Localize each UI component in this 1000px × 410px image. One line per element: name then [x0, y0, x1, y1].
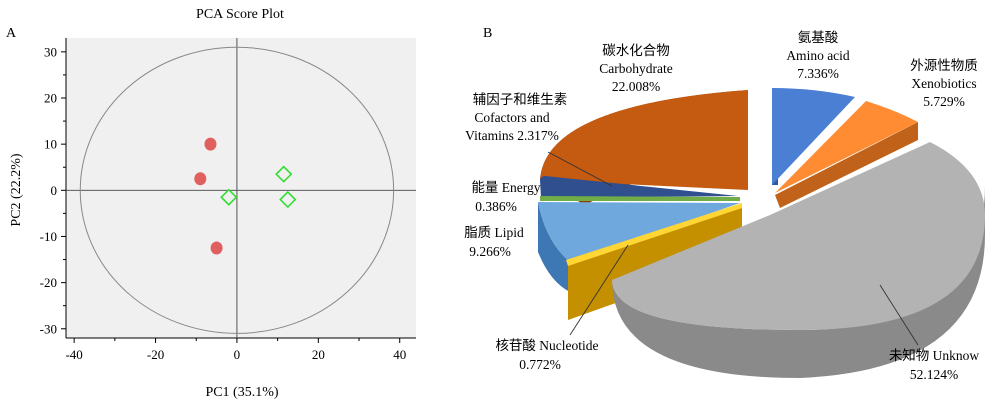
pca-title: PCA Score Plot — [196, 7, 284, 22]
panel-label-b: B — [483, 26, 492, 41]
pie-slice-xenobiotics — [775, 101, 918, 193]
x-tick-label: -20 — [147, 347, 164, 362]
y-tick-label: 30 — [44, 44, 57, 59]
pie-panel: B — [464, 26, 985, 382]
pie-slice-energy — [540, 196, 740, 201]
pca-point-circle — [194, 172, 207, 186]
pie-slice-unknown — [612, 142, 985, 330]
x-tick-label: 0 — [234, 347, 241, 362]
pca-plot-area — [66, 38, 416, 338]
pie-labels: 碳水化合物 Carbohydrate 22.008% 氨基酸 Amino aci… — [464, 29, 979, 382]
pca-ylabel: PC2 (22.2%) — [9, 153, 24, 226]
pie-leader-lines — [547, 151, 919, 346]
x-tick-label: 40 — [393, 347, 406, 362]
label-cofactors-cn: 辅因子和维生素 — [473, 92, 568, 107]
label-cofactors-en: Cofactors and — [474, 110, 550, 125]
label-lipid: 脂质 Lipid — [464, 225, 524, 240]
label-carbohydrate-pct: 22.008% — [612, 79, 660, 94]
pca-point-diamond — [220, 188, 238, 206]
label-lipid-pct: 9.266% — [469, 244, 511, 259]
label-carbohydrate-en: Carbohydrate — [599, 61, 672, 76]
label-xenobiotics-en: Xenobiotics — [911, 76, 976, 91]
pca-point-diamond — [279, 190, 297, 209]
label-unknown-pct: 52.124% — [910, 367, 958, 382]
pca-point-circle — [204, 137, 217, 151]
confidence-ellipse — [79, 46, 395, 334]
y-tick-label: 20 — [44, 91, 57, 106]
y-tick-label: -30 — [40, 321, 57, 336]
pie-slice-nucleotide — [566, 203, 742, 266]
pca-point-circle — [210, 241, 223, 255]
panel-label-a: A — [6, 26, 17, 41]
y-tick-label: -10 — [40, 229, 57, 244]
label-carbohydrate-cn: 碳水化合物 — [602, 43, 670, 58]
label-xenobiotics-pct: 5.729% — [923, 94, 965, 109]
label-nucleotide: 核苷酸 Nucleotide — [495, 338, 598, 353]
leader-line-cofactors — [547, 151, 613, 187]
pca-xlabel: PC1 (35.1%) — [205, 385, 278, 400]
label-amino-acid-cn: 氨基酸 — [798, 29, 839, 45]
pie-slice-xenobiotics-side — [775, 122, 918, 208]
pca-axes: -40 -20 0 20 40 30 20 10 0 -10 -20 -30 — [40, 38, 416, 362]
leader-line-nucleotide — [569, 244, 629, 336]
label-energy-pct: 0.386% — [475, 199, 517, 214]
label-unknown: 未知物 Unknow — [889, 347, 980, 363]
label-energy: 能量 Energy — [471, 180, 540, 195]
x-tick-label: -40 — [65, 347, 82, 362]
label-amino-acid-en: Amino acid — [786, 48, 850, 63]
pca-point-diamond — [275, 165, 293, 183]
pca-panel: A PCA Score Plot -40 -20 0 20 40 30 20 10 0 -10 -2… — [6, 7, 416, 400]
y-tick-label: 0 — [51, 183, 58, 198]
pie-slice-unknown-side — [612, 185, 985, 378]
pie-slice-carbohydrate — [540, 90, 748, 190]
pie-3d — [538, 88, 985, 378]
label-xenobiotics-cn: 外源性物质 — [910, 58, 978, 73]
y-tick-label: 10 — [44, 137, 57, 152]
pca-points — [194, 137, 297, 255]
pie-slice-lipid — [538, 202, 740, 262]
leader-line-unknown — [879, 284, 919, 346]
label-amino-acid-pct: 7.336% — [797, 66, 839, 81]
pie-slice-cofactors — [540, 176, 738, 198]
x-tick-label: 20 — [312, 347, 325, 362]
pie-slice-amino-acid — [772, 88, 855, 185]
pie-slice-lipid-side — [538, 202, 570, 292]
label-nucleotide-pct: 0.772% — [519, 357, 561, 372]
y-tick-label: -20 — [40, 275, 57, 290]
label-cofactors-pct: Vitamins 2.317% — [465, 128, 559, 143]
